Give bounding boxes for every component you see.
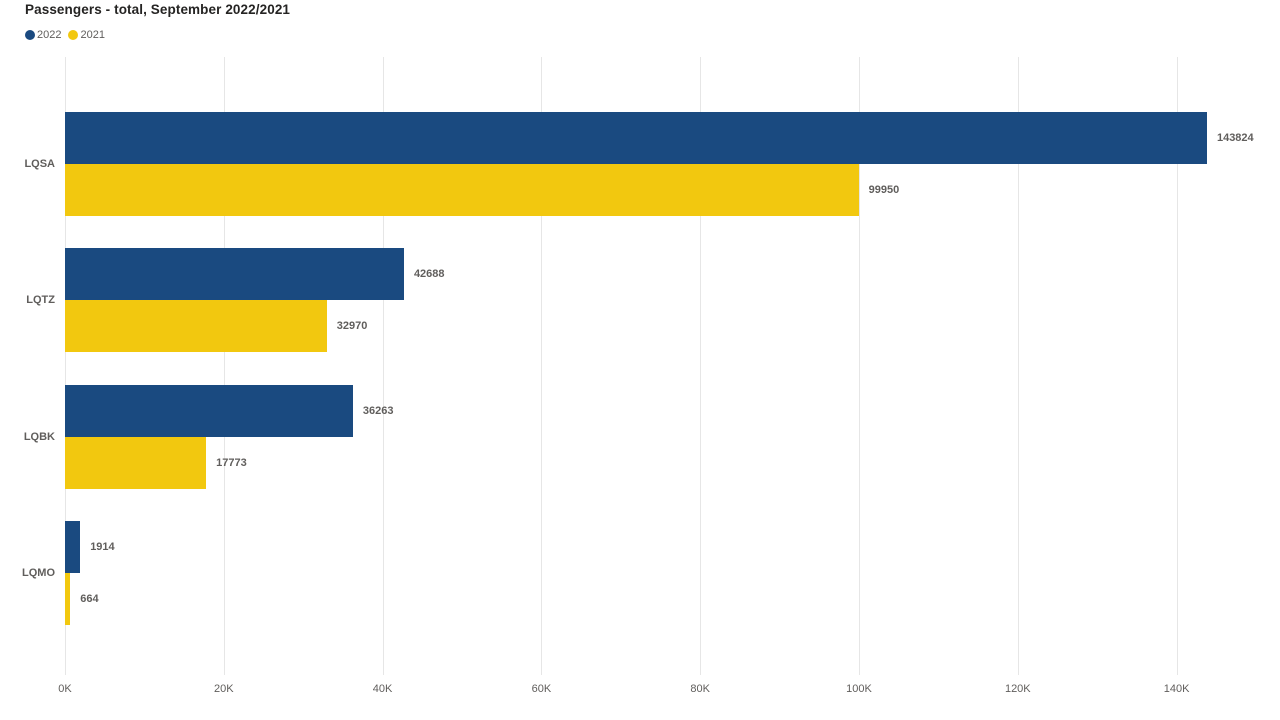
gridline-120K: [1017, 57, 1019, 675]
gridline-0K: [65, 57, 66, 675]
chart-title: Passengers - total, September 2022/2021: [25, 2, 291, 17]
x-axis-tick-label: 80K: [690, 683, 710, 695]
value-label-2021-lqmo: 664: [80, 592, 99, 605]
category-label-lqtz: LQTZ: [26, 294, 55, 307]
bar-2022-lqtz[interactable]: [65, 248, 404, 301]
bar-2021-lqmo[interactable]: [65, 572, 71, 625]
value-label-2021-lqsa: 99950: [868, 184, 900, 196]
x-axis-tick-label: 20K: [214, 683, 234, 695]
x-axis-tick-label: 0K: [58, 683, 72, 695]
legend: 2022 2021: [25, 29, 105, 41]
category-label-lqmo: LQMO: [22, 566, 55, 579]
x-axis-tick-label: 60K: [531, 683, 552, 695]
value-label-2021-lqtz: 32970: [336, 320, 368, 333]
gridline-140K: [1176, 57, 1178, 675]
legend-dot-2022: [25, 30, 35, 40]
category-label-lqbk: LQBK: [23, 430, 55, 443]
value-label-2022-lqtz: 42688: [413, 268, 445, 281]
legend-dot-2021: [68, 30, 79, 40]
bar-2022-lqmo[interactable]: [65, 520, 81, 573]
x-axis-tick-label: 120K: [1004, 683, 1031, 695]
bar-2022-lqbk[interactable]: [65, 384, 353, 437]
category-label-lqsa: LQSA: [24, 158, 55, 170]
legend-item-2022[interactable]: 2022: [25, 29, 61, 41]
value-label-2022-lqmo: 1914: [90, 540, 115, 553]
value-label-2021-lqbk: 17773: [216, 456, 247, 469]
gridline-40K: [382, 57, 384, 675]
value-label-2022-lqsa: 143824: [1216, 132, 1254, 144]
x-axis-tick-label: 140K: [1163, 683, 1190, 695]
legend-item-2021[interactable]: 2021: [68, 29, 105, 41]
legend-label: 2022: [37, 29, 62, 41]
gridline-20K: [223, 57, 225, 675]
bar-2021-lqsa[interactable]: [65, 164, 859, 216]
gridline-100K: [859, 57, 860, 675]
value-label-2022-lqbk: 36263: [362, 404, 394, 417]
bar-2021-lqbk[interactable]: [65, 436, 207, 489]
gridline-80K: [700, 57, 702, 675]
bar-2021-lqtz[interactable]: [65, 300, 327, 353]
bar-2022-lqsa[interactable]: [65, 112, 1207, 164]
gridline-60K: [541, 57, 543, 675]
legend-label: 2021: [80, 29, 105, 41]
x-axis-tick-label: 100K: [846, 683, 872, 695]
x-axis-tick-label: 40K: [372, 683, 393, 695]
